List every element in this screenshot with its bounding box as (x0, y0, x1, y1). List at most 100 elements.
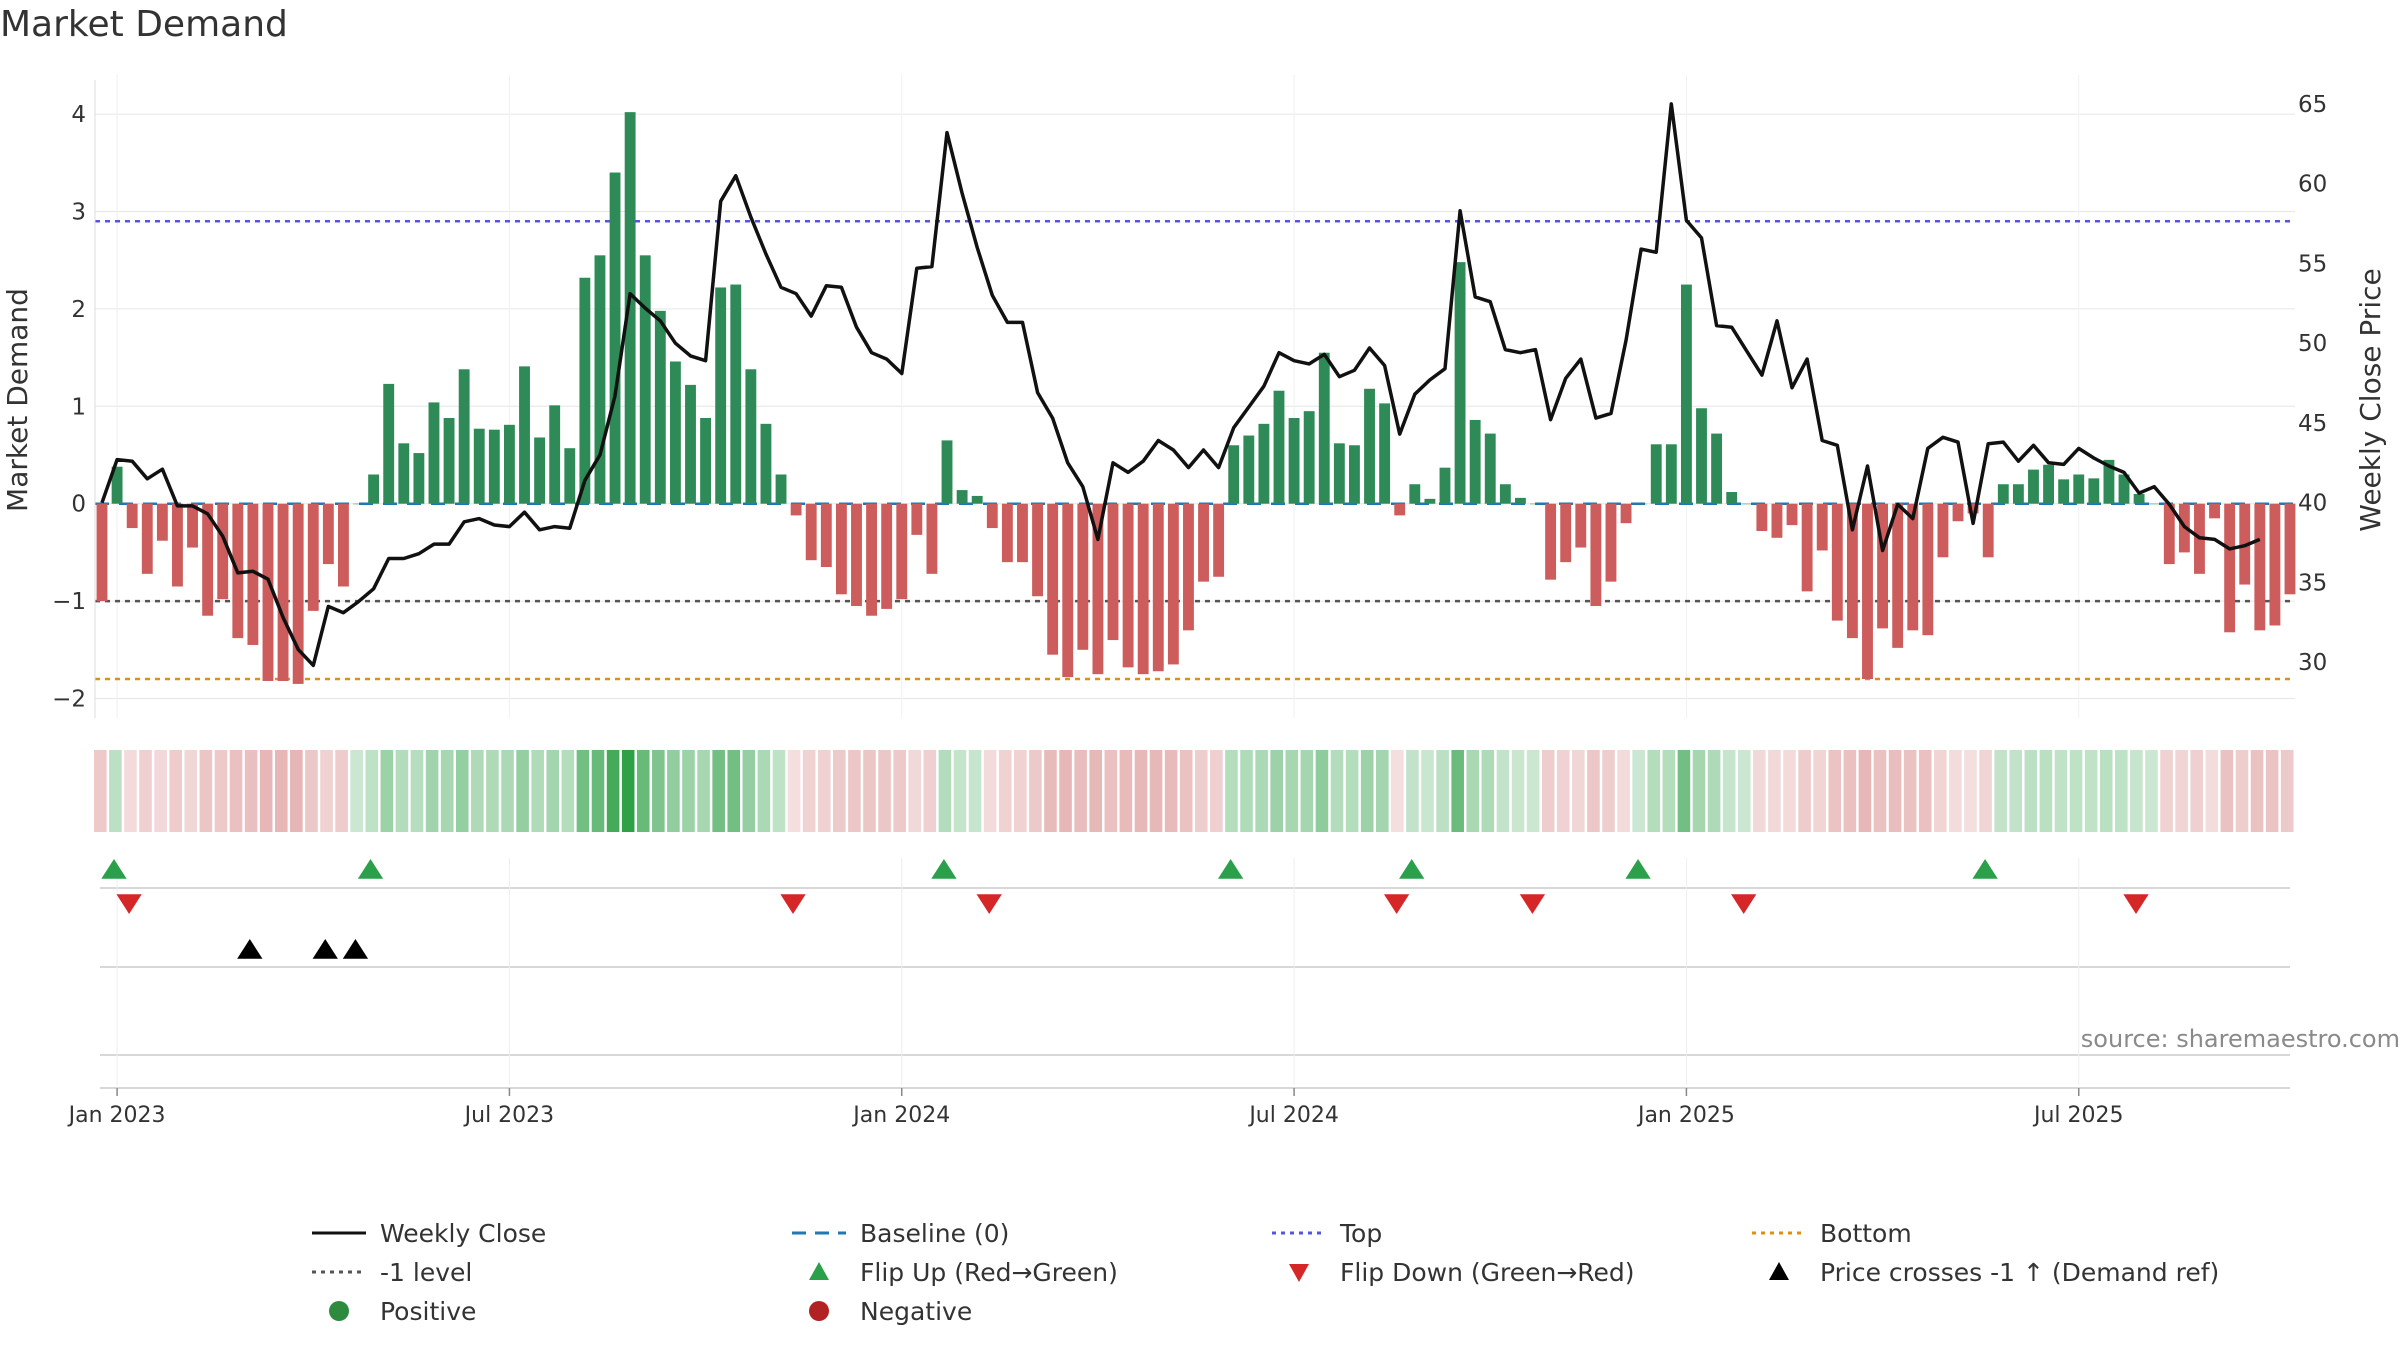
y-tick-label: 0 (71, 492, 86, 518)
strip-cell (350, 750, 363, 832)
legend-symbol-icon (809, 1301, 829, 1321)
strip-cell (878, 750, 891, 832)
demand-bar (2254, 503, 2266, 631)
demand-bar (1122, 503, 1134, 668)
strip-cell (1934, 750, 1947, 832)
strip-cell (772, 750, 786, 832)
x-tick-label: Jul 2024 (1247, 1103, 1339, 1128)
demand-bar (2209, 503, 2220, 519)
demand-bar (669, 361, 681, 504)
strip-cell (1541, 750, 1555, 832)
strip-cell (561, 750, 575, 832)
demand-bar (1092, 503, 1104, 675)
flip-up-marker (931, 859, 957, 879)
demand-bar (1077, 503, 1089, 650)
demand-bar (564, 448, 576, 504)
demand-bar (2224, 503, 2236, 633)
y-tick-label: −1 (52, 589, 86, 615)
strip-cell (1843, 750, 1857, 832)
strip-cell (2009, 750, 2023, 832)
demand-bar (126, 503, 138, 529)
strip-cell (2099, 750, 2113, 832)
legend-symbol-icon (1272, 1231, 1326, 1235)
strip-cell (1179, 750, 1193, 832)
legend-label: Flip Down (Green→Red) (1340, 1257, 1635, 1287)
flip-down-marker (780, 894, 806, 914)
legend-item: Positive (310, 1293, 476, 1329)
strip-cell (1888, 750, 1902, 832)
demand-bar (2103, 459, 2115, 504)
strip-cell (1240, 750, 1253, 832)
strip-cell (1391, 750, 1404, 832)
demand-bar (1364, 388, 1375, 504)
demand-bar (1680, 284, 1692, 504)
strip-cell (1918, 750, 1932, 832)
demand-bar (96, 503, 108, 602)
demand-bar (322, 503, 334, 565)
strip-cell (2220, 750, 2234, 832)
strip-cell (968, 750, 982, 832)
demand-bar (1997, 484, 2009, 504)
demand-bar (443, 417, 455, 504)
legend-symbol-icon (1752, 1231, 1806, 1235)
strip-cell (712, 750, 725, 832)
strip-cell (2190, 750, 2204, 832)
strip-cell (893, 750, 906, 832)
demand-bar (1560, 503, 1572, 563)
demand-bar (1877, 503, 1889, 629)
strip-cell (682, 750, 695, 832)
strip-cell (2250, 750, 2264, 832)
strip-cell (1677, 750, 1691, 832)
strip-cell (2280, 750, 2294, 832)
demand-bar (413, 453, 425, 504)
strip-cell (1089, 750, 1103, 832)
legend-symbol-icon (809, 1262, 829, 1280)
strip-cell (998, 750, 1012, 832)
strip-cell (455, 750, 469, 832)
demand-bar (156, 503, 168, 541)
demand-bar (2269, 503, 2281, 626)
strip-cell (1225, 750, 1238, 832)
demand-bar (368, 474, 380, 504)
demand-bar (1816, 503, 1828, 551)
strip-cell (1602, 750, 1615, 832)
y2-tick-label: 55 (2298, 251, 2327, 277)
x-tick-label: Jul 2023 (463, 1103, 555, 1128)
demand-bar (805, 503, 817, 561)
demand-bar (609, 172, 621, 504)
demand-bar (473, 428, 485, 504)
demand-bar (896, 503, 908, 600)
y-tick-label: 1 (71, 394, 86, 420)
x-tick-label: Jul 2025 (2032, 1103, 2124, 1128)
strip-cell (2235, 750, 2249, 832)
legend-item: -1 level (310, 1254, 472, 1290)
demand-bar (1484, 433, 1496, 504)
strip-cell (139, 750, 152, 832)
strip-cell (290, 750, 303, 832)
demand-bar (1590, 503, 1602, 606)
demand-bar (941, 440, 953, 504)
demand-bar (594, 255, 606, 504)
strip-cell (2130, 750, 2143, 832)
flip-down-marker (2123, 894, 2149, 914)
demand-bar (1937, 503, 1949, 558)
demand-bar (579, 277, 591, 504)
weekly-close-line (100, 102, 2261, 668)
legend-item: Top (1270, 1215, 1382, 1251)
strip-cell (2115, 750, 2128, 832)
strip-cell (1315, 750, 1329, 832)
demand-bar (1379, 403, 1391, 504)
y2-tick-label: 45 (2298, 411, 2327, 437)
strip-cell (2084, 750, 2098, 832)
flip-down-marker (976, 894, 1002, 914)
demand-bar (1258, 423, 1270, 504)
flip-up-marker (357, 859, 384, 879)
strip-cell (652, 750, 665, 832)
demand-bar (247, 503, 259, 645)
demand-bar (1107, 503, 1119, 641)
demand-bar (202, 503, 214, 616)
demand-bar (217, 503, 229, 600)
strip-cell (501, 750, 514, 832)
demand-bar (1575, 503, 1587, 548)
flip-up-marker (1217, 859, 1244, 879)
